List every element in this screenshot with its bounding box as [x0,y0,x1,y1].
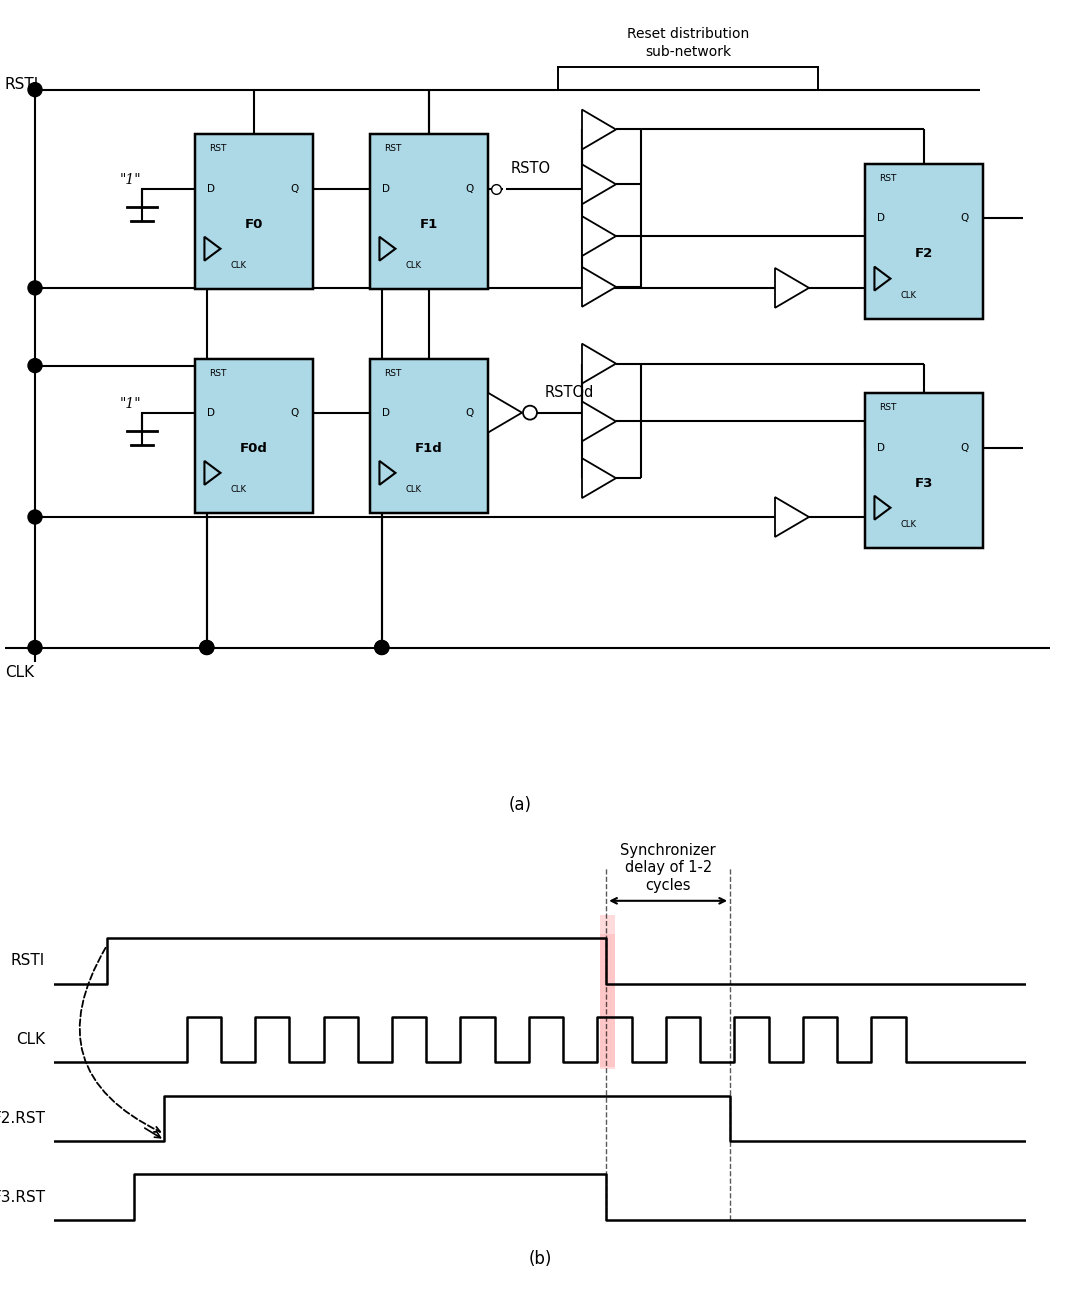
Circle shape [28,641,42,654]
Polygon shape [582,216,616,256]
Text: RST: RST [879,404,896,412]
Text: D: D [382,408,390,418]
Text: "1": "1" [120,174,141,188]
Polygon shape [582,458,616,499]
Text: Q: Q [960,443,969,452]
Text: F0: F0 [245,218,264,231]
Text: F3.RST: F3.RST [0,1190,45,1204]
Polygon shape [582,343,616,383]
Text: CLK: CLK [901,291,917,300]
Text: F2.RST: F2.RST [0,1111,45,1125]
Text: CLK: CLK [405,262,421,271]
Bar [370,135,488,289]
Bar [599,934,616,1067]
Text: Q: Q [291,184,299,193]
Text: CLK: CLK [16,1032,45,1048]
Polygon shape [488,392,522,433]
Text: D: D [877,214,885,224]
Text: D: D [382,184,390,193]
Text: F2: F2 [915,247,933,260]
Text: F1d: F1d [415,442,443,455]
Circle shape [375,641,389,654]
Text: Reset distribution
sub-network: Reset distribution sub-network [626,27,750,58]
Text: CLK: CLK [230,486,246,495]
Circle shape [28,510,42,524]
Polygon shape [582,401,616,442]
Polygon shape [582,164,616,205]
Text: CLK: CLK [230,262,246,271]
Bar [865,164,983,319]
Text: (a): (a) [509,796,531,813]
Text: Synchronizer
delay of 1-2
cycles: Synchronizer delay of 1-2 cycles [620,843,716,892]
Text: CLK: CLK [5,666,35,680]
Text: Q: Q [291,408,299,418]
Text: F3: F3 [915,477,933,490]
Text: (b): (b) [528,1250,552,1268]
Circle shape [28,83,42,97]
Bar [865,394,983,548]
Text: RSTI: RSTI [5,78,39,92]
Text: RST: RST [384,369,402,378]
Text: "1": "1" [120,398,141,412]
Polygon shape [775,497,809,537]
Text: RST: RST [879,175,896,184]
Circle shape [200,641,214,654]
Circle shape [28,281,42,295]
Bar [195,135,313,289]
Text: Q: Q [465,184,474,193]
Circle shape [523,405,537,420]
Text: RST: RST [210,145,227,153]
Text: RSTI: RSTI [11,953,45,969]
Bar [195,359,313,513]
Text: F0d: F0d [240,442,268,455]
Text: RSTO: RSTO [511,161,551,176]
Text: D: D [877,443,885,452]
Circle shape [200,641,214,654]
Text: CLK: CLK [405,486,421,495]
Polygon shape [582,267,616,307]
Text: Q: Q [960,214,969,224]
Text: D: D [206,184,215,193]
Circle shape [28,359,42,373]
Text: CLK: CLK [901,521,917,530]
Polygon shape [775,268,809,308]
Text: D: D [206,408,215,418]
Text: Q: Q [465,408,474,418]
Text: RST: RST [210,369,227,378]
Text: RSTOd: RSTOd [545,385,594,400]
Text: F1: F1 [420,218,438,231]
Text: RST: RST [384,145,402,153]
Circle shape [375,641,389,654]
Polygon shape [582,110,616,149]
Bar [370,359,488,513]
Bar [599,916,616,1068]
